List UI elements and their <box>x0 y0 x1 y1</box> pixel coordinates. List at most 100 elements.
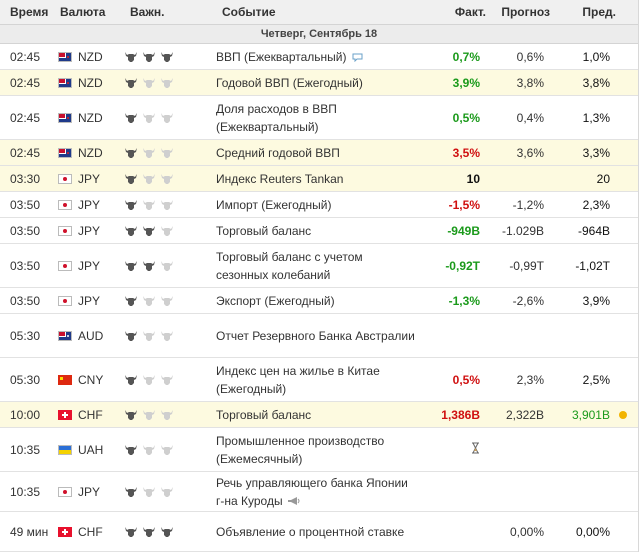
importance-rating <box>124 147 216 159</box>
event-time: 05:30 <box>10 328 41 343</box>
event-name-text[interactable]: Торговый баланс <box>216 223 312 238</box>
importance-rating <box>124 199 216 211</box>
megaphone-icon[interactable] <box>287 496 301 506</box>
table-row[interactable]: 02:45 NZD Годовой ВВП (Ежегодный) 3,9% 3,8% 3… <box>0 70 638 96</box>
header-importance[interactable]: Важн. <box>130 5 165 19</box>
table-row[interactable]: 05:30 AUD Отчет Резервного Банка Австралии <box>0 314 638 358</box>
events-list: 02:45 NZD ВВП (Ежеквартальный) 0,7% 0,6% 1,0%… <box>0 44 638 552</box>
actual-value: 0,5% <box>452 372 480 387</box>
table-row[interactable]: 02:45 NZD Средний годовой ВВП 3,5% 3,6% 3,3% <box>0 140 638 166</box>
bull-icon <box>125 260 137 271</box>
table-row[interactable]: 03:30 JPY Индекс Reuters Tankan 10 20 <box>0 166 638 192</box>
event-currency: NZD <box>58 76 124 90</box>
previous-value: -964B <box>577 223 610 238</box>
event-time: 03:30 <box>10 171 41 186</box>
table-row[interactable]: 10:35 JPY Речь управляющего банка Японии г… <box>0 472 638 512</box>
event-name-text[interactable]: Экспорт (Ежегодный) <box>216 293 335 308</box>
bull-icon <box>125 409 137 420</box>
table-row[interactable]: 03:50 JPY Торговый баланс с учетом сезонны… <box>0 244 638 288</box>
event-name-text[interactable]: Средний годовой ВВП <box>216 145 340 160</box>
speech-bubble-icon[interactable] <box>352 53 363 62</box>
bull-icon <box>143 295 155 306</box>
event-time: 03:50 <box>10 197 41 212</box>
event-name-text[interactable]: Отчет Резервного Банка Австралии <box>216 328 415 343</box>
importance-rating <box>124 330 216 342</box>
ch-flag-icon <box>58 526 72 537</box>
bull-icon <box>161 173 173 184</box>
event-name[interactable]: Доля расходов в ВВП (Ежеквартальный) <box>216 100 422 136</box>
event-currency: JPY <box>58 259 124 273</box>
previous-value: 1,3% <box>582 110 610 125</box>
header-actual[interactable]: Факт. <box>454 5 486 19</box>
bull-icon <box>125 51 137 62</box>
event-name[interactable]: Торговый баланс с учетом сезонных колеба… <box>216 248 422 284</box>
event-time: 03:50 <box>10 223 41 238</box>
event-name-text[interactable]: Индекс цен на жилье в Китае (Ежегодный) <box>216 363 380 396</box>
event-name-text[interactable]: Промышленное производство (Ежемесячный) <box>216 433 385 466</box>
header-previous[interactable]: Пред. <box>582 5 616 19</box>
bull-icon <box>143 199 155 210</box>
event-time: 10:00 <box>10 407 41 422</box>
event-name[interactable]: Индекс цен на жилье в Китае (Ежегодный) <box>216 362 422 398</box>
table-row[interactable]: 03:50 JPY Торговый баланс -949B -1.029B -964B <box>0 218 638 244</box>
currency-code: JPY <box>78 484 101 499</box>
forecast-value: 0,00% <box>509 524 544 539</box>
table-row[interactable]: 03:50 JPY Экспорт (Ежегодный) -1,3% -2,6% 3,9… <box>0 288 638 314</box>
event-name[interactable]: Импорт (Ежегодный) <box>216 196 422 214</box>
event-name[interactable]: Экспорт (Ежегодный) <box>216 292 422 310</box>
nz-flag-icon <box>58 147 72 158</box>
previous-value: 0,00% <box>575 524 610 539</box>
table-row[interactable]: 02:45 NZD ВВП (Ежеквартальный) 0,7% 0,6% 1,0% <box>0 44 638 70</box>
event-name-text[interactable]: ВВП (Ежеквартальный) <box>216 49 347 64</box>
event-name[interactable]: Речь управляющего банка Японии г-на Куро… <box>216 474 422 510</box>
forecast-value: -0,99T <box>509 258 544 273</box>
event-name[interactable]: ВВП (Ежеквартальный) <box>216 48 422 66</box>
forecast-value: -2,6% <box>512 293 544 308</box>
bull-icon <box>161 330 173 341</box>
header-currency[interactable]: Валюта <box>60 5 106 19</box>
currency-code: JPY <box>78 223 101 238</box>
event-name-text[interactable]: Торговый баланс с учетом сезонных колеба… <box>216 249 363 282</box>
cn-flag-icon <box>58 374 72 385</box>
bull-icon <box>161 51 173 62</box>
event-name[interactable]: Торговый баланс <box>216 406 422 424</box>
jp-flag-icon <box>58 260 72 271</box>
hourglass-icon <box>472 442 479 454</box>
previous-value: 1,0% <box>582 49 610 64</box>
event-currency: CNY <box>58 373 124 387</box>
jp-flag-icon <box>58 486 72 497</box>
header-forecast[interactable]: Прогноз <box>501 5 550 19</box>
actual-value: -0,92T <box>445 258 480 273</box>
event-name[interactable]: Средний годовой ВВП <box>216 144 422 162</box>
event-currency: UAH <box>58 443 124 457</box>
currency-code: CHF <box>78 407 103 422</box>
jp-flag-icon <box>58 225 72 236</box>
event-name[interactable]: Индекс Reuters Tankan <box>216 170 422 188</box>
table-row[interactable]: 49 мин CHF Объявление о процентной ставке 0… <box>0 512 638 552</box>
table-row[interactable]: 02:45 NZD Доля расходов в ВВП (Ежекварталь… <box>0 96 638 140</box>
event-name-text[interactable]: Импорт (Ежегодный) <box>216 197 332 212</box>
bull-icon <box>143 112 155 123</box>
event-name[interactable]: Промышленное производство (Ежемесячный) <box>216 432 422 468</box>
event-name[interactable]: Отчет Резервного Банка Австралии <box>216 327 422 345</box>
event-name[interactable]: Торговый баланс <box>216 222 422 240</box>
bull-icon <box>161 147 173 158</box>
table-row[interactable]: 10:35 UAH Промышленное производство (Ежеме… <box>0 428 638 472</box>
table-row[interactable]: 10:00 CHF Торговый баланс 1,386B 2,322B 3,901… <box>0 402 638 428</box>
header-time[interactable]: Время <box>10 5 49 19</box>
event-name-text[interactable]: Доля расходов в ВВП (Ежеквартальный) <box>216 101 337 134</box>
event-name-text[interactable]: Годовой ВВП (Ежегодный) <box>216 75 363 90</box>
event-name-text[interactable]: Торговый баланс <box>216 407 312 422</box>
event-name-text[interactable]: Речь управляющего банка Японии г-на Куро… <box>216 475 408 508</box>
importance-rating <box>124 444 216 456</box>
event-name[interactable]: Годовой ВВП (Ежегодный) <box>216 74 422 92</box>
event-name-text[interactable]: Объявление о процентной ставке <box>216 524 405 539</box>
table-row[interactable]: 03:50 JPY Импорт (Ежегодный) -1,5% -1,2% 2,3% <box>0 192 638 218</box>
bull-icon <box>161 409 173 420</box>
event-currency: JPY <box>58 198 124 212</box>
table-row[interactable]: 05:30 CNY Индекс цен на жилье в Китае (Еже… <box>0 358 638 402</box>
event-name-text[interactable]: Индекс Reuters Tankan <box>216 171 344 186</box>
ch-flag-icon <box>58 409 72 420</box>
event-name[interactable]: Объявление о процентной ставке <box>216 523 422 541</box>
header-event[interactable]: Событие <box>222 5 276 19</box>
